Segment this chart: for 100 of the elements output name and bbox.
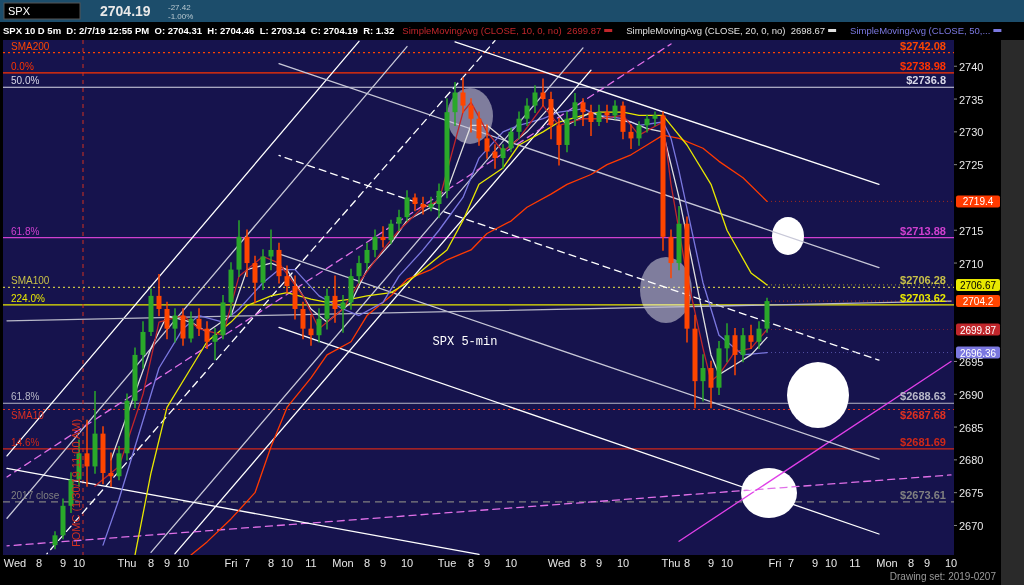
candlestick (172, 308, 178, 343)
x-tick-label: 7 (787, 557, 795, 569)
text: 2704.2 (962, 296, 994, 308)
annotation: SMA200 (11, 40, 50, 52)
candlestick (724, 323, 730, 363)
candlestick (308, 314, 314, 346)
candlestick (340, 295, 346, 333)
candlestick (284, 265, 290, 294)
y-tick-label: 2670 (959, 519, 984, 532)
candlestick (732, 327, 738, 376)
candlestick (468, 98, 474, 133)
ref-line-label: $2738.98 (900, 59, 946, 72)
chart-subtitle: SPX 10 D 5m D: 2/7/19 12:55 PM O: 2704.31 H: 2704.46 L: 2703.14 C: 2704.19 R: 1.32 (3, 25, 395, 36)
candlestick (532, 85, 538, 113)
y-tick-label: 2715 (959, 224, 984, 237)
candlestick (516, 111, 522, 140)
x-tick-label: 7 (243, 557, 251, 569)
text: -1.00% (168, 12, 194, 21)
candlestick (372, 229, 378, 258)
candlestick (524, 98, 530, 127)
x-tick-label: 9 (59, 557, 67, 569)
ref-line-label: $2736.8 (906, 74, 946, 87)
x-tick-label: 8 (267, 557, 275, 569)
x-tick-label: 9 (923, 557, 931, 569)
ref-line-label: $2687.68 (900, 409, 946, 422)
legend-label: SimpleMovingAvg (CLOSE, 50,... (850, 25, 991, 36)
x-tick-label: 10 (824, 557, 838, 569)
x-tick-label: Mon (332, 557, 354, 569)
x-tick-label: 10 (400, 557, 414, 569)
x-tick-label: 8 (467, 557, 475, 569)
candlestick (636, 121, 642, 146)
x-tick-label: 10 (720, 557, 734, 569)
candlestick (204, 321, 210, 350)
x-tick-label: Mon (876, 557, 898, 569)
candlestick (196, 308, 202, 336)
x-tick-label: 9 (811, 557, 819, 569)
candlestick (644, 114, 650, 133)
candlestick (540, 78, 546, 107)
y-tick-label: 2725 (959, 159, 984, 172)
candlestick (476, 111, 482, 146)
x-tick-label: 8 (363, 557, 371, 569)
candlestick (212, 327, 218, 361)
candlestick (604, 104, 610, 123)
candlestick (324, 288, 330, 330)
candlestick (292, 275, 298, 320)
y-tick-label: 2685 (959, 421, 984, 434)
candlestick (484, 124, 490, 159)
x-tick-label: 10 (280, 557, 294, 569)
text: Drawing set: 2019-0207 (889, 571, 997, 582)
chart-title: SPX (8, 5, 31, 17)
candlestick (332, 275, 338, 323)
annotation: 50.0% (11, 75, 40, 87)
candlestick (452, 81, 458, 127)
candlestick (180, 308, 186, 346)
annotation: SMA100 (11, 275, 50, 287)
data-label: 2719.4 (962, 196, 994, 208)
x-tick-label: Fri (224, 557, 238, 569)
x-tick-label: Thu (117, 557, 137, 569)
candlestick (116, 446, 122, 481)
candlestick (156, 274, 162, 317)
candlestick (316, 308, 322, 343)
ref-line-label: $2688.63 (900, 390, 946, 403)
candlestick (188, 311, 194, 343)
text: -27.42 (168, 3, 192, 12)
x-tick-label: 10 (72, 557, 86, 569)
y-tick-label: 2675 (959, 487, 984, 500)
candlestick (700, 354, 706, 402)
ref-line-label: $2706.28 (900, 274, 946, 287)
candlestick (756, 321, 762, 350)
ref-line-label: $2703.62 (900, 291, 946, 304)
candlestick (380, 226, 386, 248)
candlestick (108, 452, 114, 487)
candlestick (268, 229, 274, 271)
x-tick-label: 8 (147, 557, 155, 569)
candlestick (572, 93, 578, 127)
y-tick-label: 2710 (959, 257, 984, 270)
candlestick (164, 301, 170, 340)
y-tick-label: 2730 (959, 126, 984, 139)
candlestick (708, 360, 714, 409)
candlestick (460, 77, 466, 113)
y-tick-label: 2690 (959, 388, 984, 401)
annotation: 61.8% (11, 391, 40, 403)
candlestick (364, 242, 370, 271)
x-tick-label: 9 (483, 557, 491, 569)
text: 2704.19 (100, 3, 151, 19)
x-tick-label: Wed (3, 557, 27, 569)
x-tick-label: 8 (907, 557, 915, 569)
x-tick-label: Tue (437, 557, 457, 569)
candlestick (300, 301, 306, 340)
y-tick-label: 2735 (959, 93, 984, 106)
x-tick-label: 10 (616, 557, 630, 569)
x-tick-label: Fri (768, 557, 782, 569)
candlestick (388, 219, 394, 245)
candlestick (428, 196, 434, 212)
candlestick (436, 183, 442, 218)
annotation: 224.0% (11, 292, 46, 304)
x-tick-label: 9 (163, 557, 171, 569)
x-tick-label: Thu (661, 557, 681, 569)
candlestick (628, 124, 634, 149)
candlestick (748, 324, 754, 350)
